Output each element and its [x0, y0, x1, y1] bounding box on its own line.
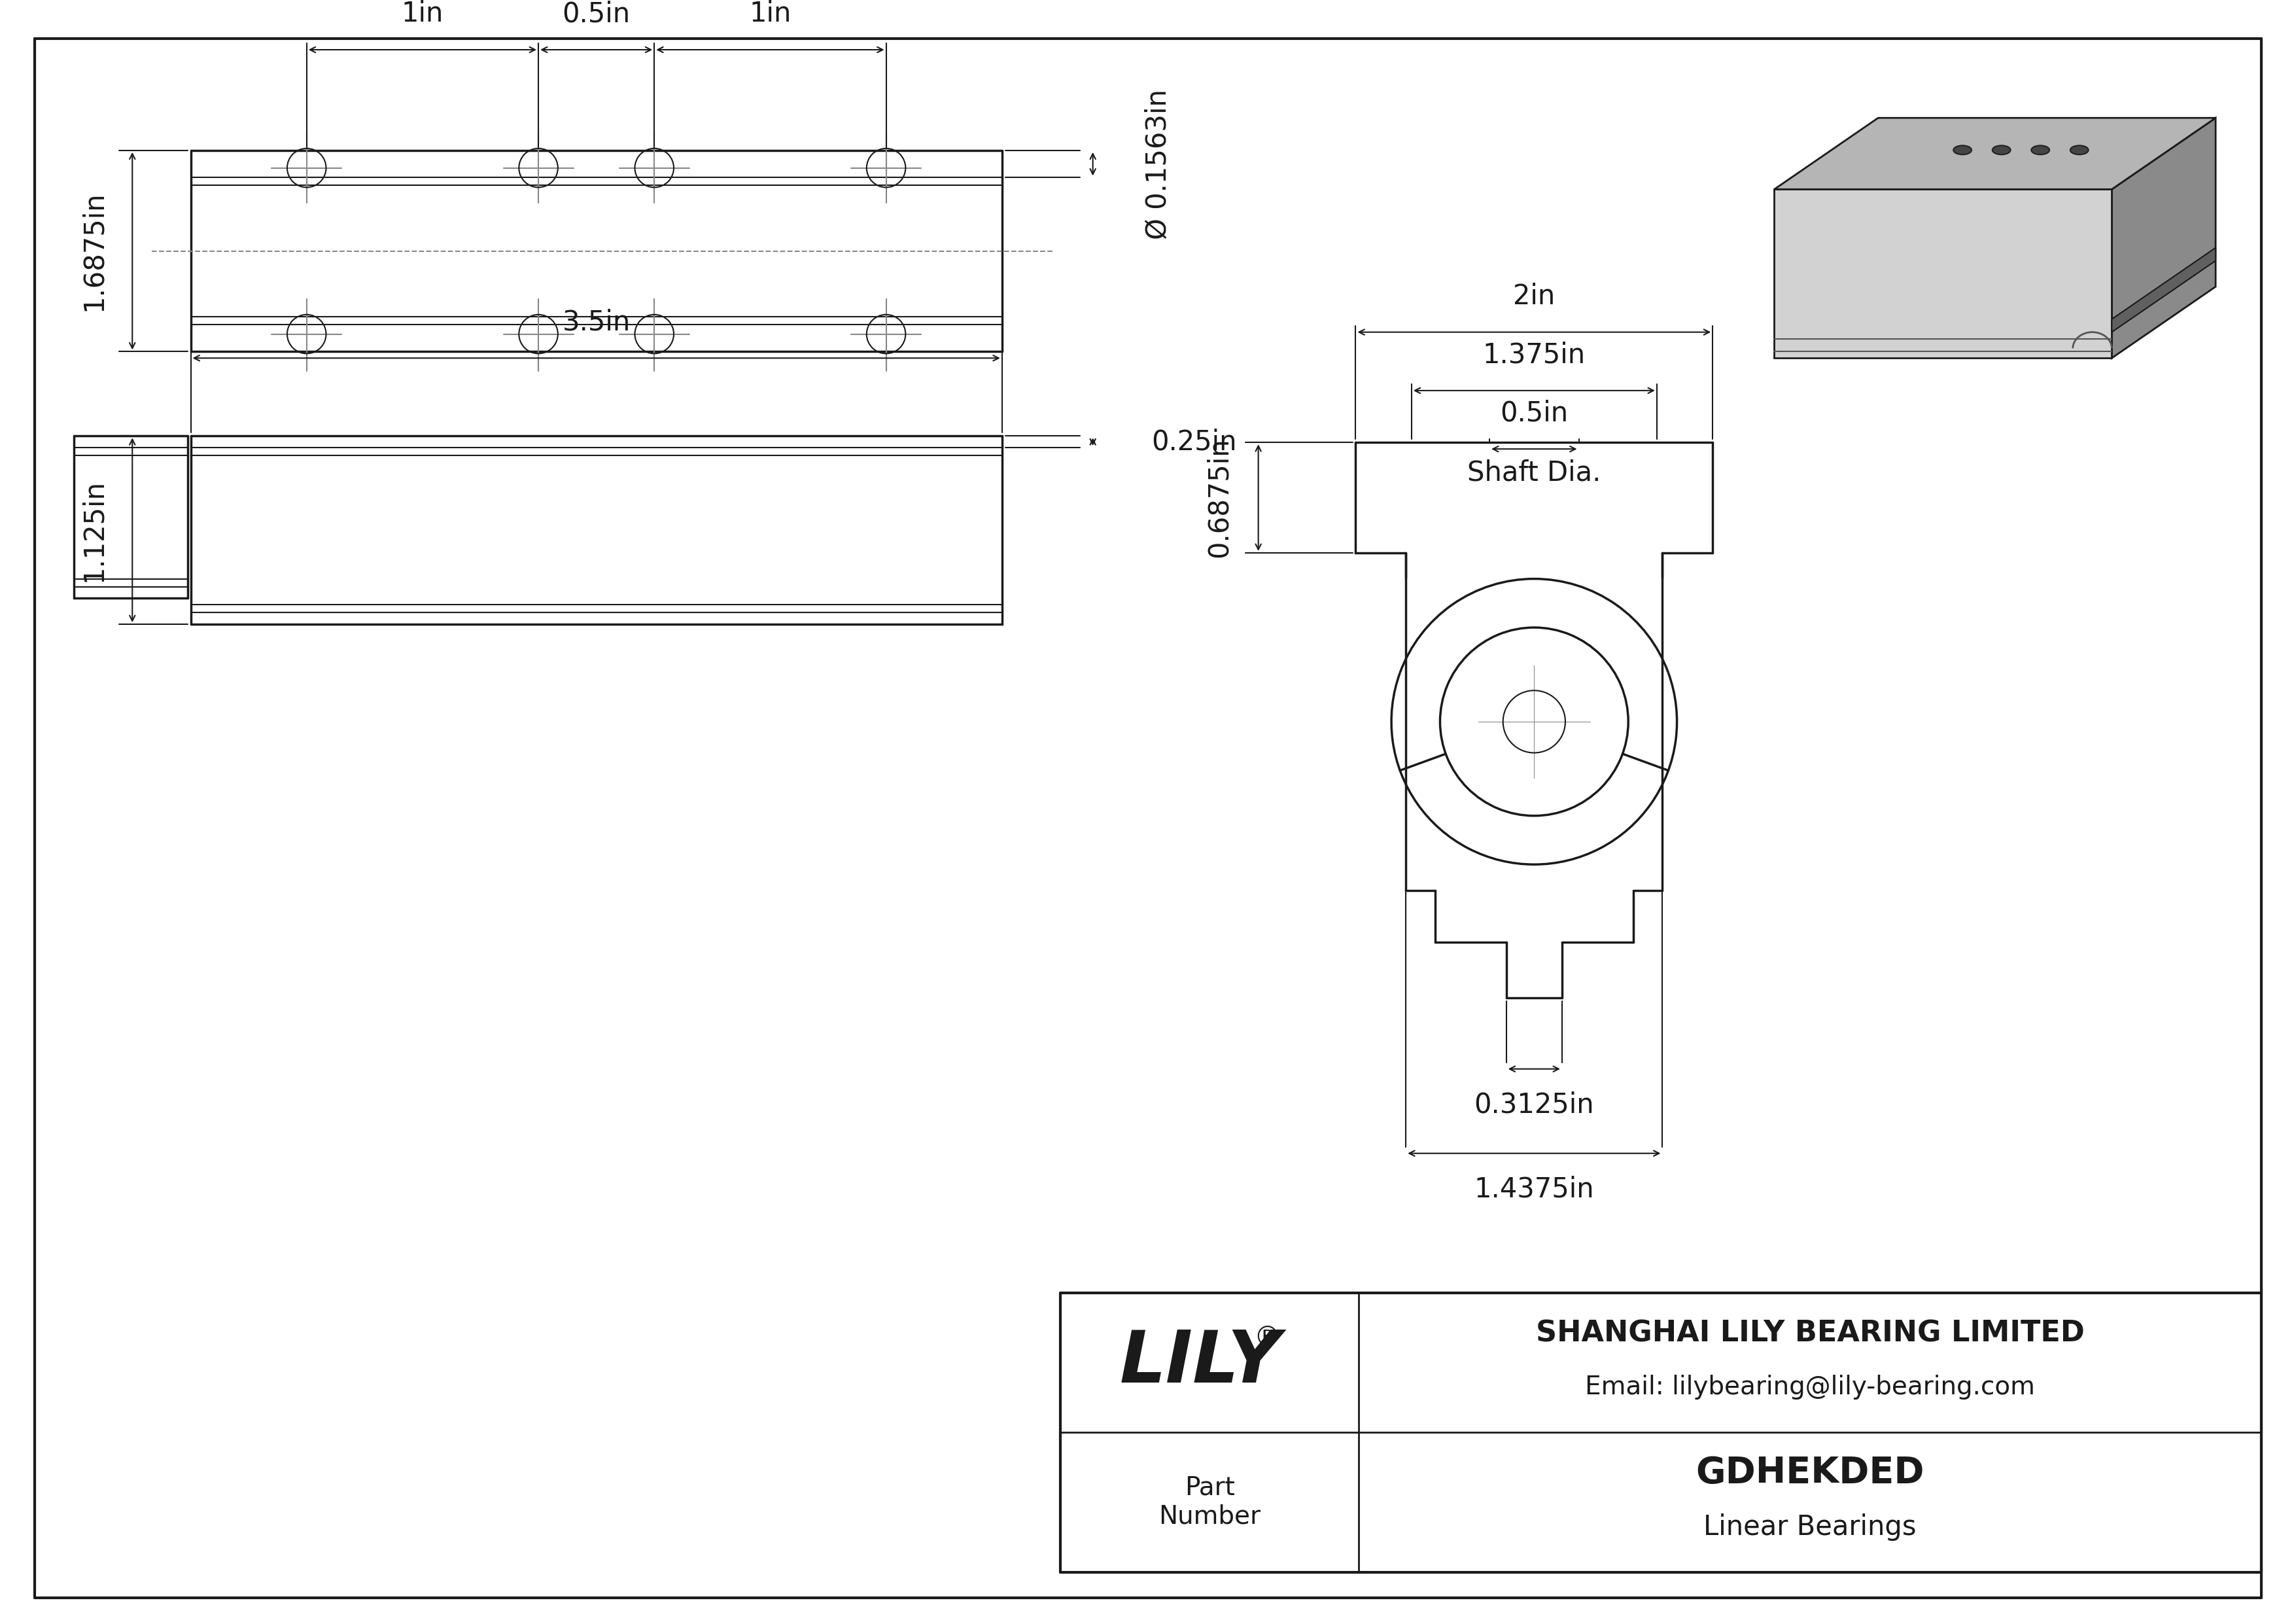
Text: 2in: 2in [1513, 283, 1554, 310]
Text: 1.125in: 1.125in [80, 479, 108, 581]
Text: 0.6875in: 0.6875in [1205, 437, 1233, 557]
Text: Ø 0.1563in: Ø 0.1563in [1146, 89, 1173, 239]
Text: Email: lilybearing@lily-bearing.com: Email: lilybearing@lily-bearing.com [1584, 1376, 2034, 1400]
Polygon shape [1775, 190, 2112, 359]
Text: Part
Number: Part Number [1159, 1476, 1261, 1530]
Ellipse shape [1993, 146, 2011, 154]
Text: ®: ® [1254, 1324, 1281, 1351]
Text: 1in: 1in [402, 0, 443, 28]
Text: 1.375in: 1.375in [1483, 341, 1587, 369]
Text: Linear Bearings: Linear Bearings [1704, 1514, 1917, 1541]
Text: 0.5in: 0.5in [1499, 400, 1568, 427]
Text: GDHEKDED: GDHEKDED [1697, 1455, 1924, 1491]
Text: 0.3125in: 0.3125in [1474, 1091, 1593, 1119]
Text: 3.5in: 3.5in [563, 309, 631, 336]
Text: 0.5in: 0.5in [563, 0, 631, 28]
Ellipse shape [1954, 146, 1972, 154]
Polygon shape [1775, 119, 2216, 190]
Text: Shaft Dia.: Shaft Dia. [1467, 458, 1600, 486]
Text: 1in: 1in [748, 0, 792, 28]
Polygon shape [2112, 119, 2216, 359]
Text: 1.4375in: 1.4375in [1474, 1176, 1593, 1203]
Text: LILY: LILY [1120, 1328, 1281, 1398]
Ellipse shape [2032, 146, 2050, 154]
Text: 0.25in: 0.25in [1150, 429, 1238, 456]
Text: SHANGHAI LILY BEARING LIMITED: SHANGHAI LILY BEARING LIMITED [1536, 1319, 2085, 1348]
Text: 1.6875in: 1.6875in [80, 192, 108, 312]
Polygon shape [2112, 248, 2216, 333]
Ellipse shape [2071, 146, 2089, 154]
